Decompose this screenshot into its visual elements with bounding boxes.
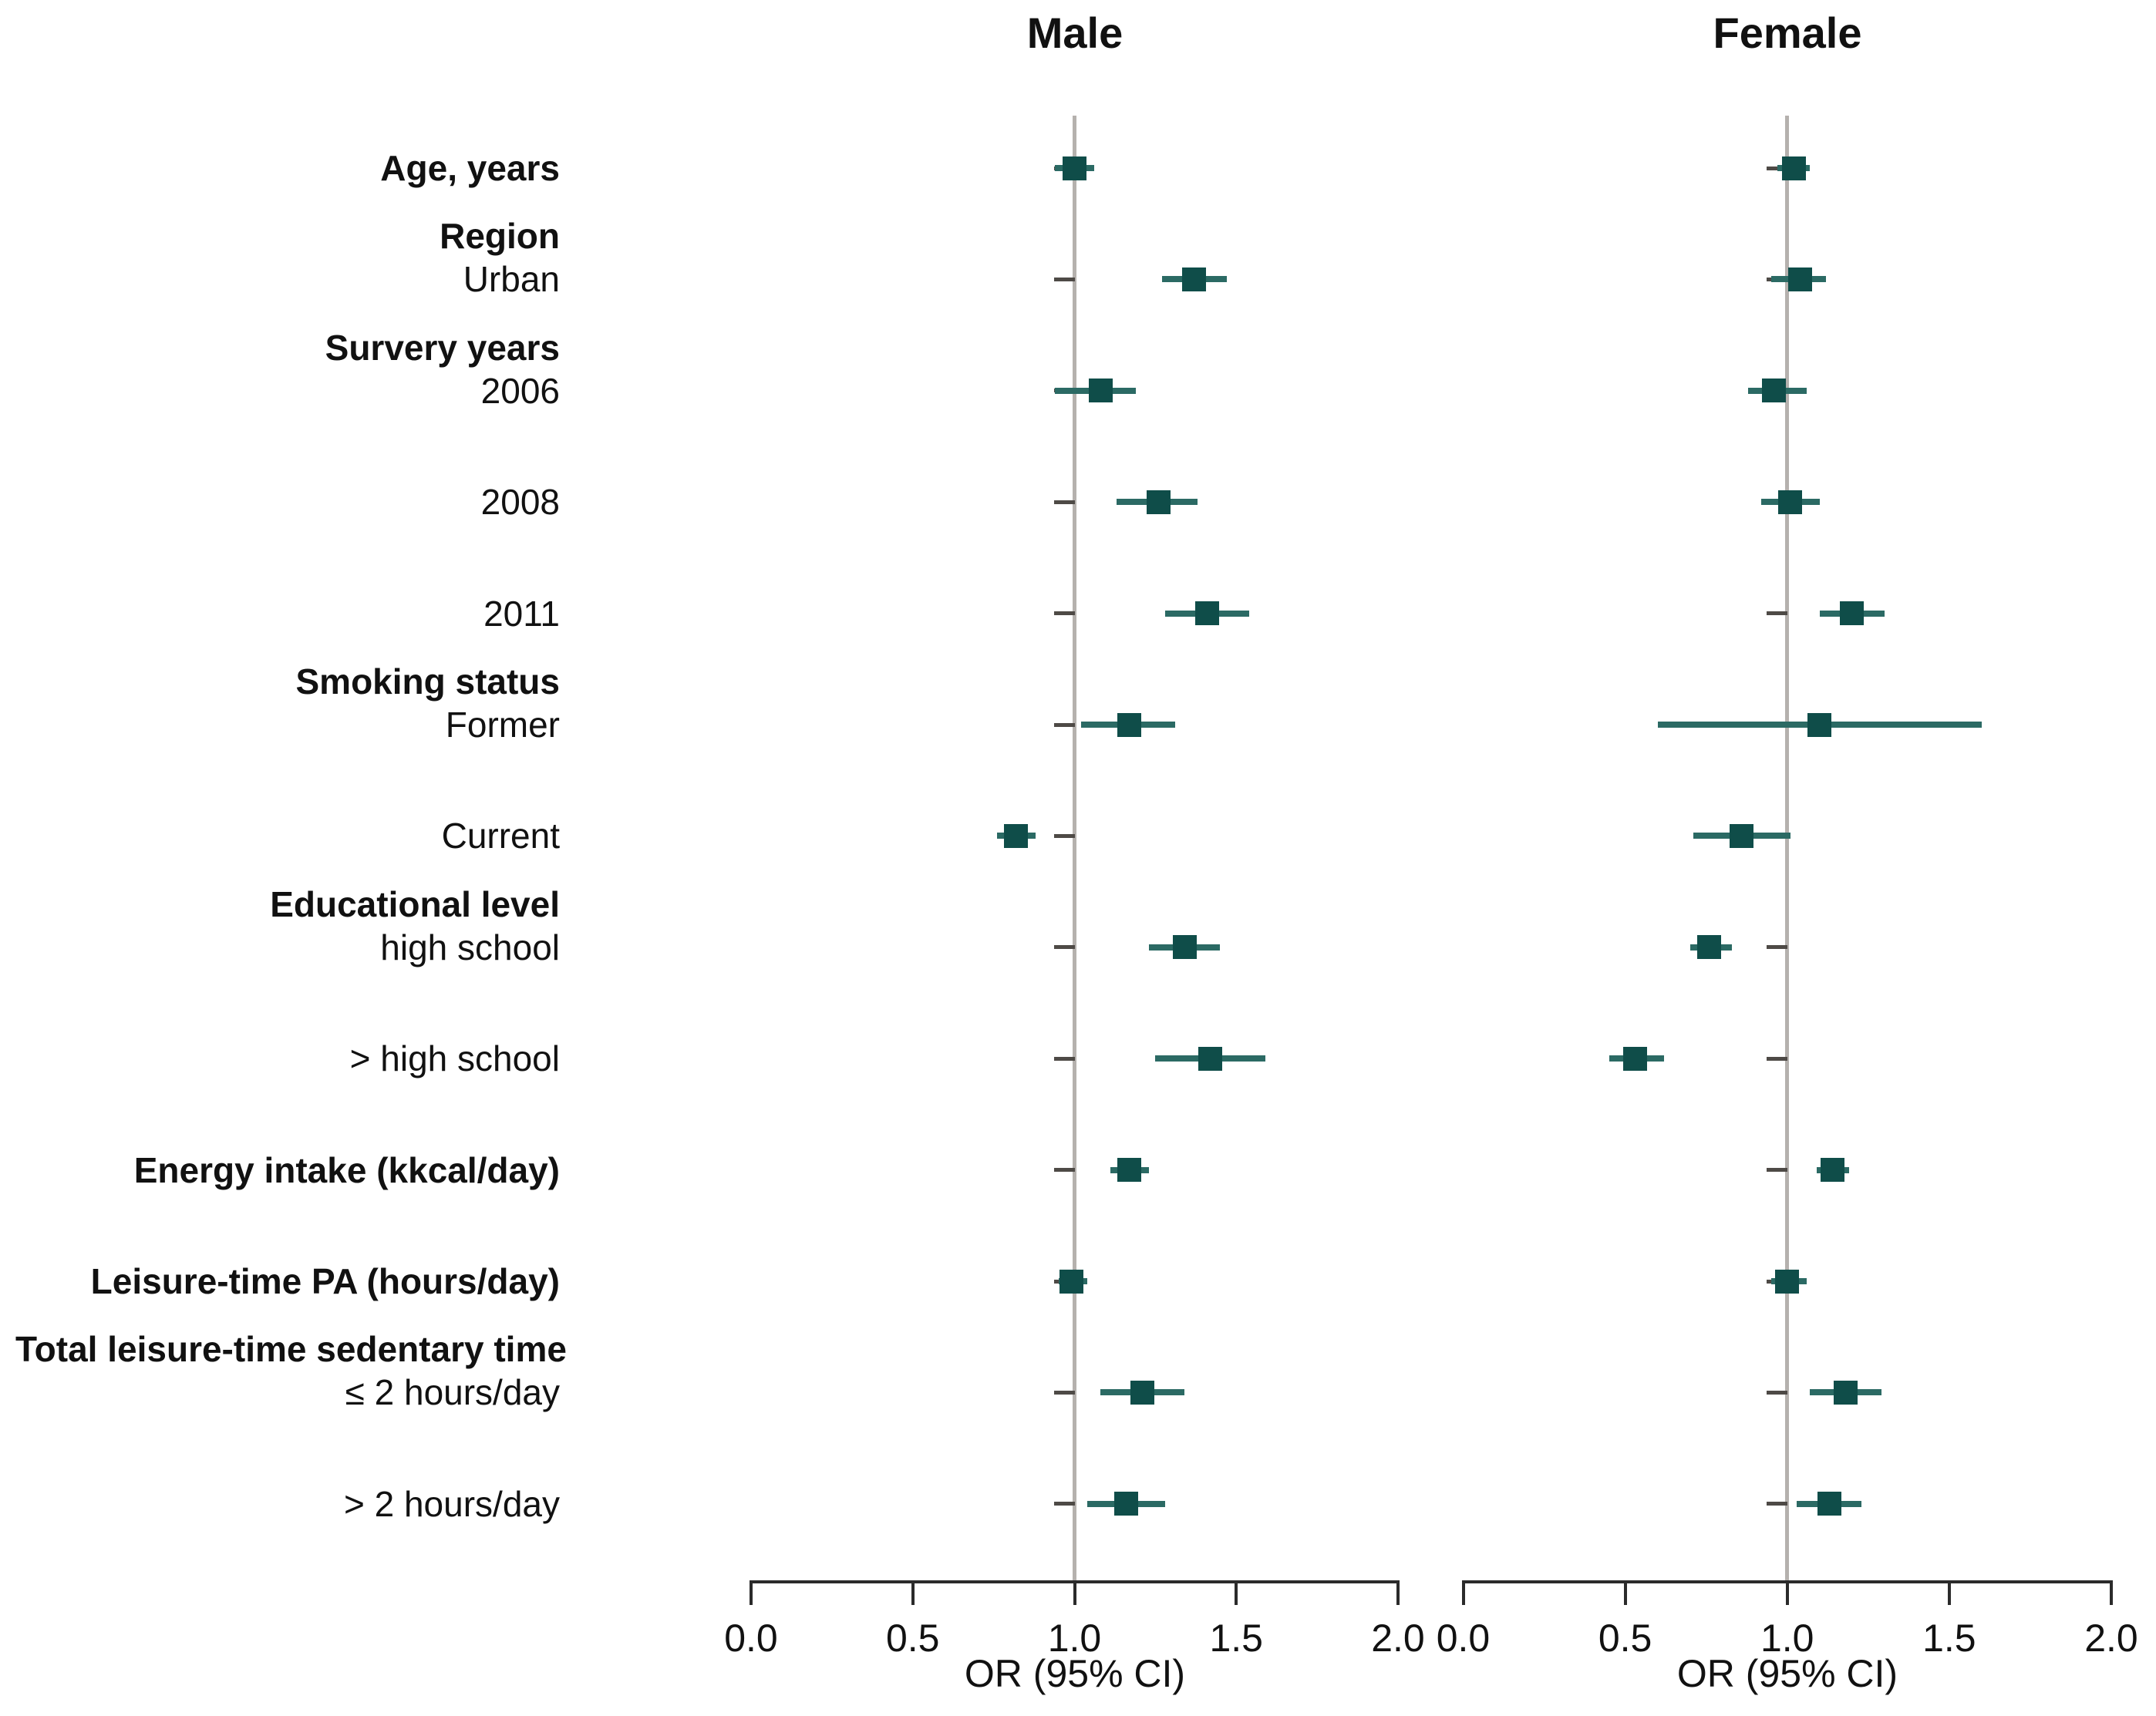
or-square-marker (1821, 1158, 1845, 1183)
or-square-marker (1697, 935, 1722, 960)
refline-row-tick (1053, 1056, 1075, 1061)
or-square-marker (1172, 935, 1197, 960)
x-tick-label: 2.0 (1371, 1617, 1425, 1660)
x-axis-tick (911, 1580, 915, 1605)
group-header-label: Region (440, 216, 560, 257)
x-axis-tick (1235, 1580, 1238, 1605)
group-header-label: Educational level (270, 883, 560, 924)
x-axis-tick (1461, 1580, 1465, 1605)
x-tick-label: 0.0 (1436, 1617, 1491, 1660)
or-square-marker (1117, 1158, 1142, 1183)
refline-row-tick (1053, 833, 1075, 838)
x-tick-label: 2.0 (2084, 1617, 2138, 1660)
or-square-marker (1817, 1492, 1841, 1516)
refline-row-tick (1766, 945, 1787, 950)
refline-row-tick (1766, 1168, 1787, 1173)
x-axis-tick (2110, 1580, 2113, 1605)
refline-row-tick (1053, 277, 1075, 281)
refline-row-tick (1766, 611, 1787, 616)
row-label: high school (380, 927, 560, 967)
or-square-marker (1778, 490, 1803, 514)
panel-title-female: Female (1713, 8, 1862, 57)
x-axis-tick (1785, 1580, 1789, 1605)
row-label: Energy intake (kkcal/day) (133, 1149, 560, 1190)
refline-row-tick (1766, 1502, 1787, 1506)
x-axis-tick (1623, 1580, 1627, 1605)
group-header-label: Survery years (325, 327, 560, 368)
refline-row-tick (1053, 500, 1075, 504)
x-axis-tick (1947, 1580, 1951, 1605)
or-square-marker (1807, 712, 1832, 737)
or-square-marker (1840, 601, 1865, 626)
refline-row-tick (1766, 166, 1787, 170)
row-label: > 2 hours/day (343, 1483, 560, 1524)
group-header-label: Smoking status (295, 661, 560, 702)
refline-row-tick (1053, 722, 1075, 727)
row-label: 2008 (480, 482, 560, 523)
or-square-marker (1117, 712, 1142, 737)
or-square-marker (1198, 1046, 1223, 1071)
refline-row-tick (1766, 1056, 1787, 1061)
row-label: 2011 (483, 593, 560, 634)
or-square-marker (1194, 601, 1219, 626)
x-axis-tick (1073, 1580, 1076, 1605)
or-square-marker (1147, 490, 1171, 514)
row-label: Age, years (380, 148, 560, 188)
row-label: Leisure-time PA (hours/day) (90, 1261, 560, 1301)
or-square-marker (1788, 267, 1813, 291)
x-axis-tick (1396, 1580, 1400, 1605)
refline-row-tick (1053, 1390, 1075, 1395)
row-label: > high school (349, 1038, 560, 1079)
or-square-marker (1182, 267, 1207, 291)
row-label: Urban (463, 259, 560, 300)
x-axis-title-male: OR (95% CI) (964, 1652, 1186, 1695)
or-square-marker (1130, 1380, 1155, 1405)
x-tick-label: 1.0 (1760, 1617, 1814, 1660)
x-tick-label: 0.5 (1598, 1617, 1652, 1660)
row-label: ≤ 2 hours/day (345, 1372, 560, 1413)
x-axis-title-female: OR (95% CI) (1676, 1652, 1898, 1695)
or-square-marker (1063, 156, 1086, 180)
or-square-marker (1004, 823, 1029, 848)
row-label: 2006 (480, 370, 560, 411)
x-tick-label: 0.0 (724, 1617, 778, 1660)
x-axis-tick (750, 1580, 753, 1605)
row-label: Former (445, 705, 560, 745)
reference-line-or1 (1073, 116, 1076, 1580)
refline-row-tick (1053, 611, 1075, 616)
x-tick-label: 1.5 (1209, 1617, 1263, 1660)
refline-row-tick (1053, 1502, 1075, 1506)
or-square-marker (1833, 1380, 1858, 1405)
refline-row-tick (1053, 1168, 1075, 1173)
refline-row-tick (1053, 945, 1075, 950)
or-square-marker (1088, 379, 1113, 403)
panel-title-male: Male (1026, 8, 1123, 57)
reference-line-or1 (1785, 116, 1790, 1580)
or-square-marker (1762, 379, 1787, 403)
or-square-marker (1775, 1269, 1800, 1294)
group-header-label: Total leisure-time sedentary time (15, 1329, 567, 1370)
or-square-marker (1059, 1269, 1083, 1294)
x-tick-label: 1.0 (1047, 1617, 1102, 1660)
refline-row-tick (1766, 1390, 1787, 1395)
or-square-marker (1622, 1046, 1647, 1071)
x-tick-label: 1.5 (1922, 1617, 1976, 1660)
or-square-marker (1730, 823, 1754, 848)
or-square-marker (1781, 156, 1806, 180)
or-square-marker (1114, 1492, 1139, 1516)
row-label: Current (441, 816, 560, 856)
x-tick-label: 0.5 (885, 1617, 940, 1660)
